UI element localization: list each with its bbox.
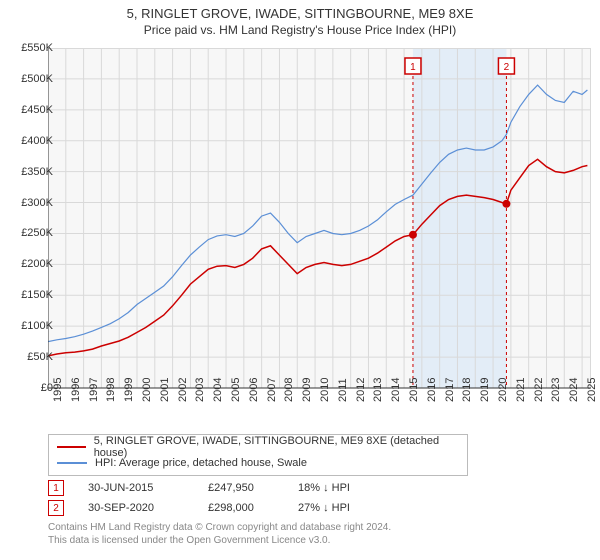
x-tick-label: 2009 [301,378,313,402]
marker-price: £298,000 [208,502,298,514]
footer-line: This data is licensed under the Open Gov… [48,535,391,548]
marker-row: 1 30-JUN-2015 £247,950 18% ↓ HPI [48,478,398,498]
marker-pct: 27% ↓ HPI [298,502,398,514]
x-tick-label: 1999 [123,378,135,402]
y-tick-label: £300K [9,197,53,209]
y-tick-label: £550K [9,42,53,54]
footer-line: Contains HM Land Registry data © Crown c… [48,522,391,535]
x-tick-label: 1995 [52,378,64,402]
x-tick-label: 2017 [444,378,456,402]
marker-badge: 1 [48,480,64,496]
x-tick-label: 2004 [212,378,224,402]
x-tick-label: 2020 [497,378,509,402]
marker-price: £247,950 [208,482,298,494]
x-tick-label: 2003 [194,378,206,402]
y-tick-label: £200K [9,258,53,270]
marker-pct: 18% ↓ HPI [298,482,398,494]
y-tick-label: £250K [9,227,53,239]
footer: Contains HM Land Registry data © Crown c… [48,522,391,547]
legend-swatch [57,462,87,464]
legend-label: 5, RINGLET GROVE, IWADE, SITTINGBOURNE, … [94,435,459,459]
y-tick-label: £50K [9,351,53,363]
x-tick-label: 2013 [372,378,384,402]
x-tick-label: 2001 [159,378,171,402]
x-tick-label: 1996 [70,378,82,402]
marker-table: 1 30-JUN-2015 £247,950 18% ↓ HPI 2 30-SE… [48,478,398,518]
x-tick-label: 2011 [337,378,349,402]
svg-text:1: 1 [410,62,416,73]
svg-text:2: 2 [504,62,510,73]
marker-date: 30-JUN-2015 [88,482,208,494]
x-tick-label: 1998 [105,378,117,402]
x-tick-label: 1997 [88,378,100,402]
x-tick-label: 2006 [248,378,260,402]
plot-area: 12 [48,48,591,388]
x-tick-label: 2007 [266,378,278,402]
x-tick-label: 2019 [479,378,491,402]
x-tick-label: 2018 [461,378,473,402]
x-tick-label: 2021 [515,378,527,402]
y-tick-label: £0 [9,382,53,394]
chart-subtitle: Price paid vs. HM Land Registry's House … [0,23,600,37]
x-tick-label: 2005 [230,378,242,402]
y-tick-label: £100K [9,320,53,332]
x-tick-label: 2016 [426,378,438,402]
chart-title-block: 5, RINGLET GROVE, IWADE, SITTINGBOURNE, … [0,0,600,39]
y-tick-label: £400K [9,135,53,147]
y-tick-label: £500K [9,73,53,85]
legend-row: 5, RINGLET GROVE, IWADE, SITTINGBOURNE, … [57,439,459,455]
x-tick-label: 2022 [533,378,545,402]
y-tick-label: £150K [9,289,53,301]
x-tick-label: 2012 [355,378,367,402]
x-tick-label: 2008 [283,378,295,402]
x-tick-label: 2023 [550,378,562,402]
y-tick-label: £350K [9,166,53,178]
chart-container: 5, RINGLET GROVE, IWADE, SITTINGBOURNE, … [0,0,600,560]
x-tick-label: 2025 [586,378,598,402]
legend: 5, RINGLET GROVE, IWADE, SITTINGBOURNE, … [48,434,468,476]
marker-row: 2 30-SEP-2020 £298,000 27% ↓ HPI [48,498,398,518]
x-tick-label: 2014 [390,378,402,402]
legend-swatch [57,446,86,448]
chart-title: 5, RINGLET GROVE, IWADE, SITTINGBOURNE, … [0,6,600,21]
y-tick-label: £450K [9,104,53,116]
x-tick-label: 2024 [568,378,580,402]
marker-badge: 2 [48,500,64,516]
x-tick-label: 2000 [141,378,153,402]
marker-date: 30-SEP-2020 [88,502,208,514]
x-tick-label: 2010 [319,378,331,402]
x-tick-label: 2015 [408,378,420,402]
x-tick-label: 2002 [177,378,189,402]
legend-label: HPI: Average price, detached house, Swal… [95,457,307,469]
